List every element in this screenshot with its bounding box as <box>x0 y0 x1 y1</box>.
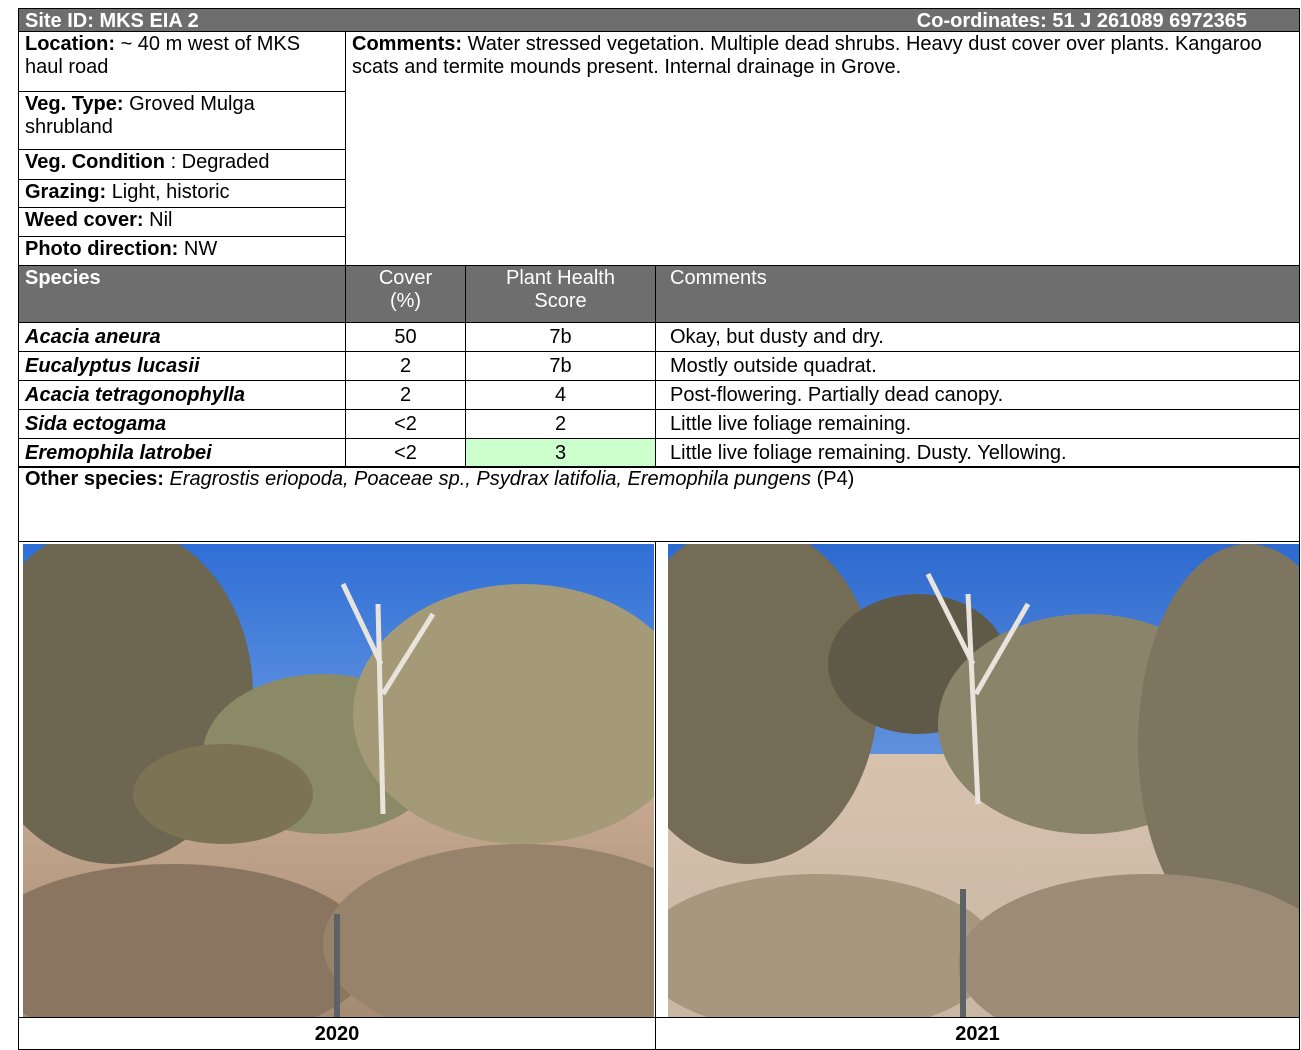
info-label: Grazing: <box>25 181 107 203</box>
cover: <2 <box>345 438 466 468</box>
species-comment: Post-flowering. Partially dead canopy. <box>655 380 1300 410</box>
health-score: 7b <box>465 322 656 352</box>
photo-2020 <box>23 544 654 1017</box>
species-name: Acacia tetragonophylla <box>18 380 346 410</box>
coordinates: Co-ordinates: 51 J 261089 6972365 <box>916 10 1247 32</box>
health-score: 4 <box>465 380 656 410</box>
other-species-note: (P4) <box>816 468 855 490</box>
species-name: Acacia aneura <box>18 322 346 352</box>
info-label: Weed cover: <box>25 209 144 231</box>
site-info-cell: Photo direction: NW <box>18 236 346 267</box>
health-score: 3 <box>465 438 656 468</box>
info-value: NW <box>183 238 218 260</box>
col-header: Plant Health Score <box>465 265 656 323</box>
photo-caption: 2021 <box>655 1017 1300 1050</box>
comments-cell: Comments: Water stressed vegetation. Mul… <box>345 31 1300 266</box>
info-label: Veg. Type: <box>25 93 124 115</box>
site-info-cell: Location: ~ 40 m west of MKS haul road <box>18 31 346 92</box>
photo-caption: 2020 <box>18 1017 656 1050</box>
site-info-cell: Veg. Condition : Degraded <box>18 149 346 180</box>
species-comment: Mostly outside quadrat. <box>655 351 1300 381</box>
health-score: 2 <box>465 409 656 439</box>
info-value: Light, historic <box>111 181 230 203</box>
comments-label: Comments: <box>352 33 463 55</box>
photo-cell <box>655 541 1300 1018</box>
species-name: Sida ectogama <box>18 409 346 439</box>
cover: 50 <box>345 322 466 352</box>
site-info-cell: Veg. Type: Groved Mulga shrubland <box>18 91 346 150</box>
photo-cell <box>18 541 656 1018</box>
info-value: : Degraded <box>170 151 270 173</box>
header-bar: Site ID: MKS EIA 2 Co-ordinates: 51 J 26… <box>18 8 1300 32</box>
photo-2021 <box>668 544 1299 1017</box>
species-name: Eucalyptus lucasii <box>18 351 346 381</box>
other-species-cell: Other species: Eragrostis eriopoda, Poac… <box>18 466 1300 542</box>
site-info-cell: Weed cover: Nil <box>18 207 346 237</box>
cover: <2 <box>345 409 466 439</box>
species-comment: Little live foliage remaining. Dusty. Ye… <box>655 438 1300 468</box>
other-species-list: Eragrostis eriopoda, Poaceae sp., Psydra… <box>169 468 811 490</box>
species-name: Eremophila latrobei <box>18 438 346 468</box>
site-id: Site ID: MKS EIA 2 <box>25 10 199 32</box>
info-label: Location: <box>25 33 115 55</box>
comments-text: Water stressed vegetation. Multiple dead… <box>352 33 1262 78</box>
info-value: ~ 40 m west of MKS haul road <box>25 33 301 78</box>
info-label: Photo direction: <box>25 238 179 260</box>
col-header: Species <box>18 265 346 323</box>
info-value: Groved Mulga shrubland <box>25 93 255 138</box>
site-info-cell: Grazing: Light, historic <box>18 179 346 208</box>
info-value: Nil <box>149 209 173 231</box>
health-score: 7b <box>465 351 656 381</box>
col-header: Cover (%) <box>345 265 466 323</box>
species-comment: Little live foliage remaining. <box>655 409 1300 439</box>
col-header: Comments <box>655 265 1300 323</box>
other-species-label: Other species: <box>25 468 164 490</box>
info-label: Veg. Condition <box>25 151 165 173</box>
cover: 2 <box>345 380 466 410</box>
cover: 2 <box>345 351 466 381</box>
species-comment: Okay, but dusty and dry. <box>655 322 1300 352</box>
